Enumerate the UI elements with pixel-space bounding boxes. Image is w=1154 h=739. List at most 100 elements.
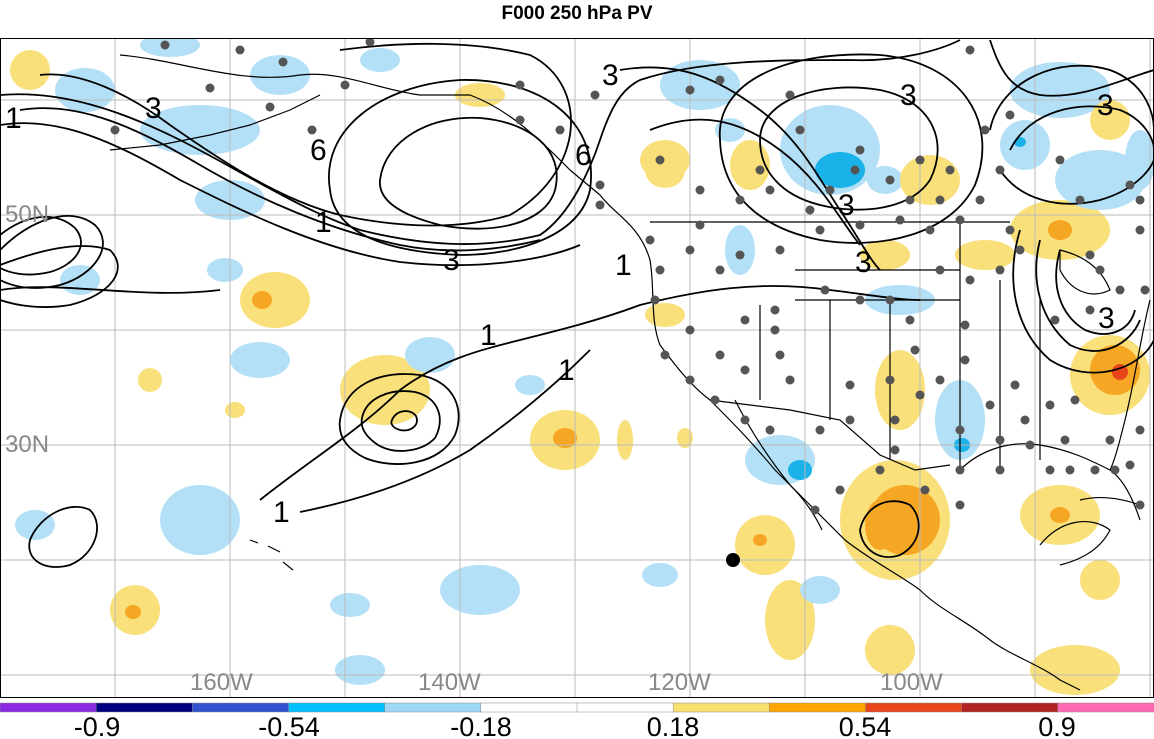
station-marker: [905, 315, 915, 325]
contour-1-subtropical: [259, 285, 921, 501]
negative-anomaly-region: [1000, 120, 1050, 170]
station-marker: [710, 395, 720, 405]
station-marker: [855, 295, 865, 305]
negative-anomaly-region: [1055, 150, 1145, 210]
contour-3-a: [19, 107, 541, 252]
station-marker: [1065, 465, 1075, 475]
station-marker: [740, 315, 750, 325]
colorbar-swatch: [384, 702, 482, 713]
station-marker: [555, 125, 565, 135]
contour-3-trough-2: [1055, 249, 1136, 335]
cuba: [1079, 496, 1141, 506]
station-marker: [1070, 395, 1080, 405]
station-marker: [905, 195, 915, 205]
axis-labels: 50N 30N 160W 140W 120W 100W: [5, 201, 943, 696]
station-marker: [955, 215, 965, 225]
station-marker: [655, 265, 665, 275]
station-marker: [935, 195, 945, 205]
station-marker: [1045, 400, 1055, 410]
station-marker: [1055, 155, 1065, 165]
station-marker: [845, 415, 855, 425]
station-marker: [955, 425, 965, 435]
station-marker: [885, 295, 895, 305]
positive-anomaly-region: [875, 350, 925, 430]
station-marker: [1135, 195, 1145, 205]
contour-1-ring-a: [39, 42, 572, 227]
station-marker: [685, 85, 695, 95]
mexico-border: [709, 399, 951, 471]
contour-1-low-ring-inner: [390, 410, 418, 432]
station-marker: [820, 285, 830, 295]
station-marker: [110, 125, 120, 135]
great-lakes: [1059, 249, 1111, 295]
negative-anomaly-region: [815, 152, 865, 188]
pv-contours: [0, 39, 1154, 568]
station-marker: [695, 220, 705, 230]
station-marker: [785, 90, 795, 100]
station-marker: [735, 195, 745, 205]
positive-anomaly-region: [225, 402, 245, 418]
contour-label: 1: [558, 354, 575, 387]
station-marker: [1050, 315, 1060, 325]
station-marker: [805, 205, 815, 215]
positive-anomaly-region: [730, 140, 770, 190]
contour-label: 3: [443, 244, 460, 277]
station-marker: [915, 390, 925, 400]
station-marker: [595, 200, 605, 210]
station-marker: [715, 350, 725, 360]
contour-1-sw-ring: [28, 505, 98, 568]
contour-label: 3: [855, 246, 872, 279]
contour-westring-3: [0, 245, 119, 308]
west-coast: [599, 194, 1081, 691]
station-marker: [1135, 425, 1145, 435]
contour-label: 1: [615, 249, 632, 282]
station-marker: [655, 155, 665, 165]
station-marker: [765, 185, 775, 195]
contour-3-canada-2: [649, 118, 861, 246]
negative-anomaly-region: [660, 60, 740, 110]
positive-anomaly-region: [138, 368, 162, 392]
colorbar-swatch: [672, 702, 771, 713]
positive-anomaly-region: [1112, 364, 1128, 380]
colorbar-swatch: [576, 702, 674, 713]
station-marker: [815, 425, 825, 435]
station-marker: [960, 355, 970, 365]
contour-3-trough-3: [1012, 229, 1154, 374]
station-marker: [785, 375, 795, 385]
contour-label: 1: [315, 206, 332, 239]
station-marker: [845, 380, 855, 390]
station-marker: [515, 115, 525, 125]
contour-labels: 1 1 1 1 1 1 3 3 3 3 3 3 3 6 6 3: [5, 59, 1115, 529]
positive-anomaly-region: [865, 625, 915, 675]
lon-label-120w: 120W: [648, 669, 711, 696]
negative-anomaly-region: [1125, 130, 1154, 190]
contour-label: 1: [273, 496, 290, 529]
station-marker: [955, 465, 965, 475]
contour-label: 6: [575, 139, 592, 172]
station-marker: [1075, 195, 1085, 205]
station-marker: [735, 250, 745, 260]
colorbar-swatches: [0, 702, 1154, 713]
station-marker: [890, 445, 900, 455]
station-marker: [855, 220, 865, 230]
contour-1-subtropical-2: [299, 349, 591, 513]
station-marker: [1025, 440, 1035, 450]
station-marker: [875, 465, 885, 475]
aleutian-chain: [109, 94, 321, 151]
station-marker: [925, 225, 935, 235]
station-marker: [975, 195, 985, 205]
station-marker: [815, 225, 825, 235]
station-marker: [915, 155, 925, 165]
station-marker: [685, 375, 695, 385]
contour-label: 3: [900, 79, 917, 112]
positive-anomaly-region: [1030, 645, 1120, 695]
negative-anomaly-region: [440, 565, 520, 615]
lon-label-140w: 140W: [418, 669, 481, 696]
colorbar-tick-label: -0.9: [74, 712, 121, 739]
negative-anomaly-region: [642, 563, 678, 587]
station-marker: [770, 305, 780, 315]
station-marker: [590, 90, 600, 100]
station-marker: [890, 415, 900, 425]
negative-anomaly-region: [230, 342, 290, 378]
station-marker: [205, 83, 215, 93]
